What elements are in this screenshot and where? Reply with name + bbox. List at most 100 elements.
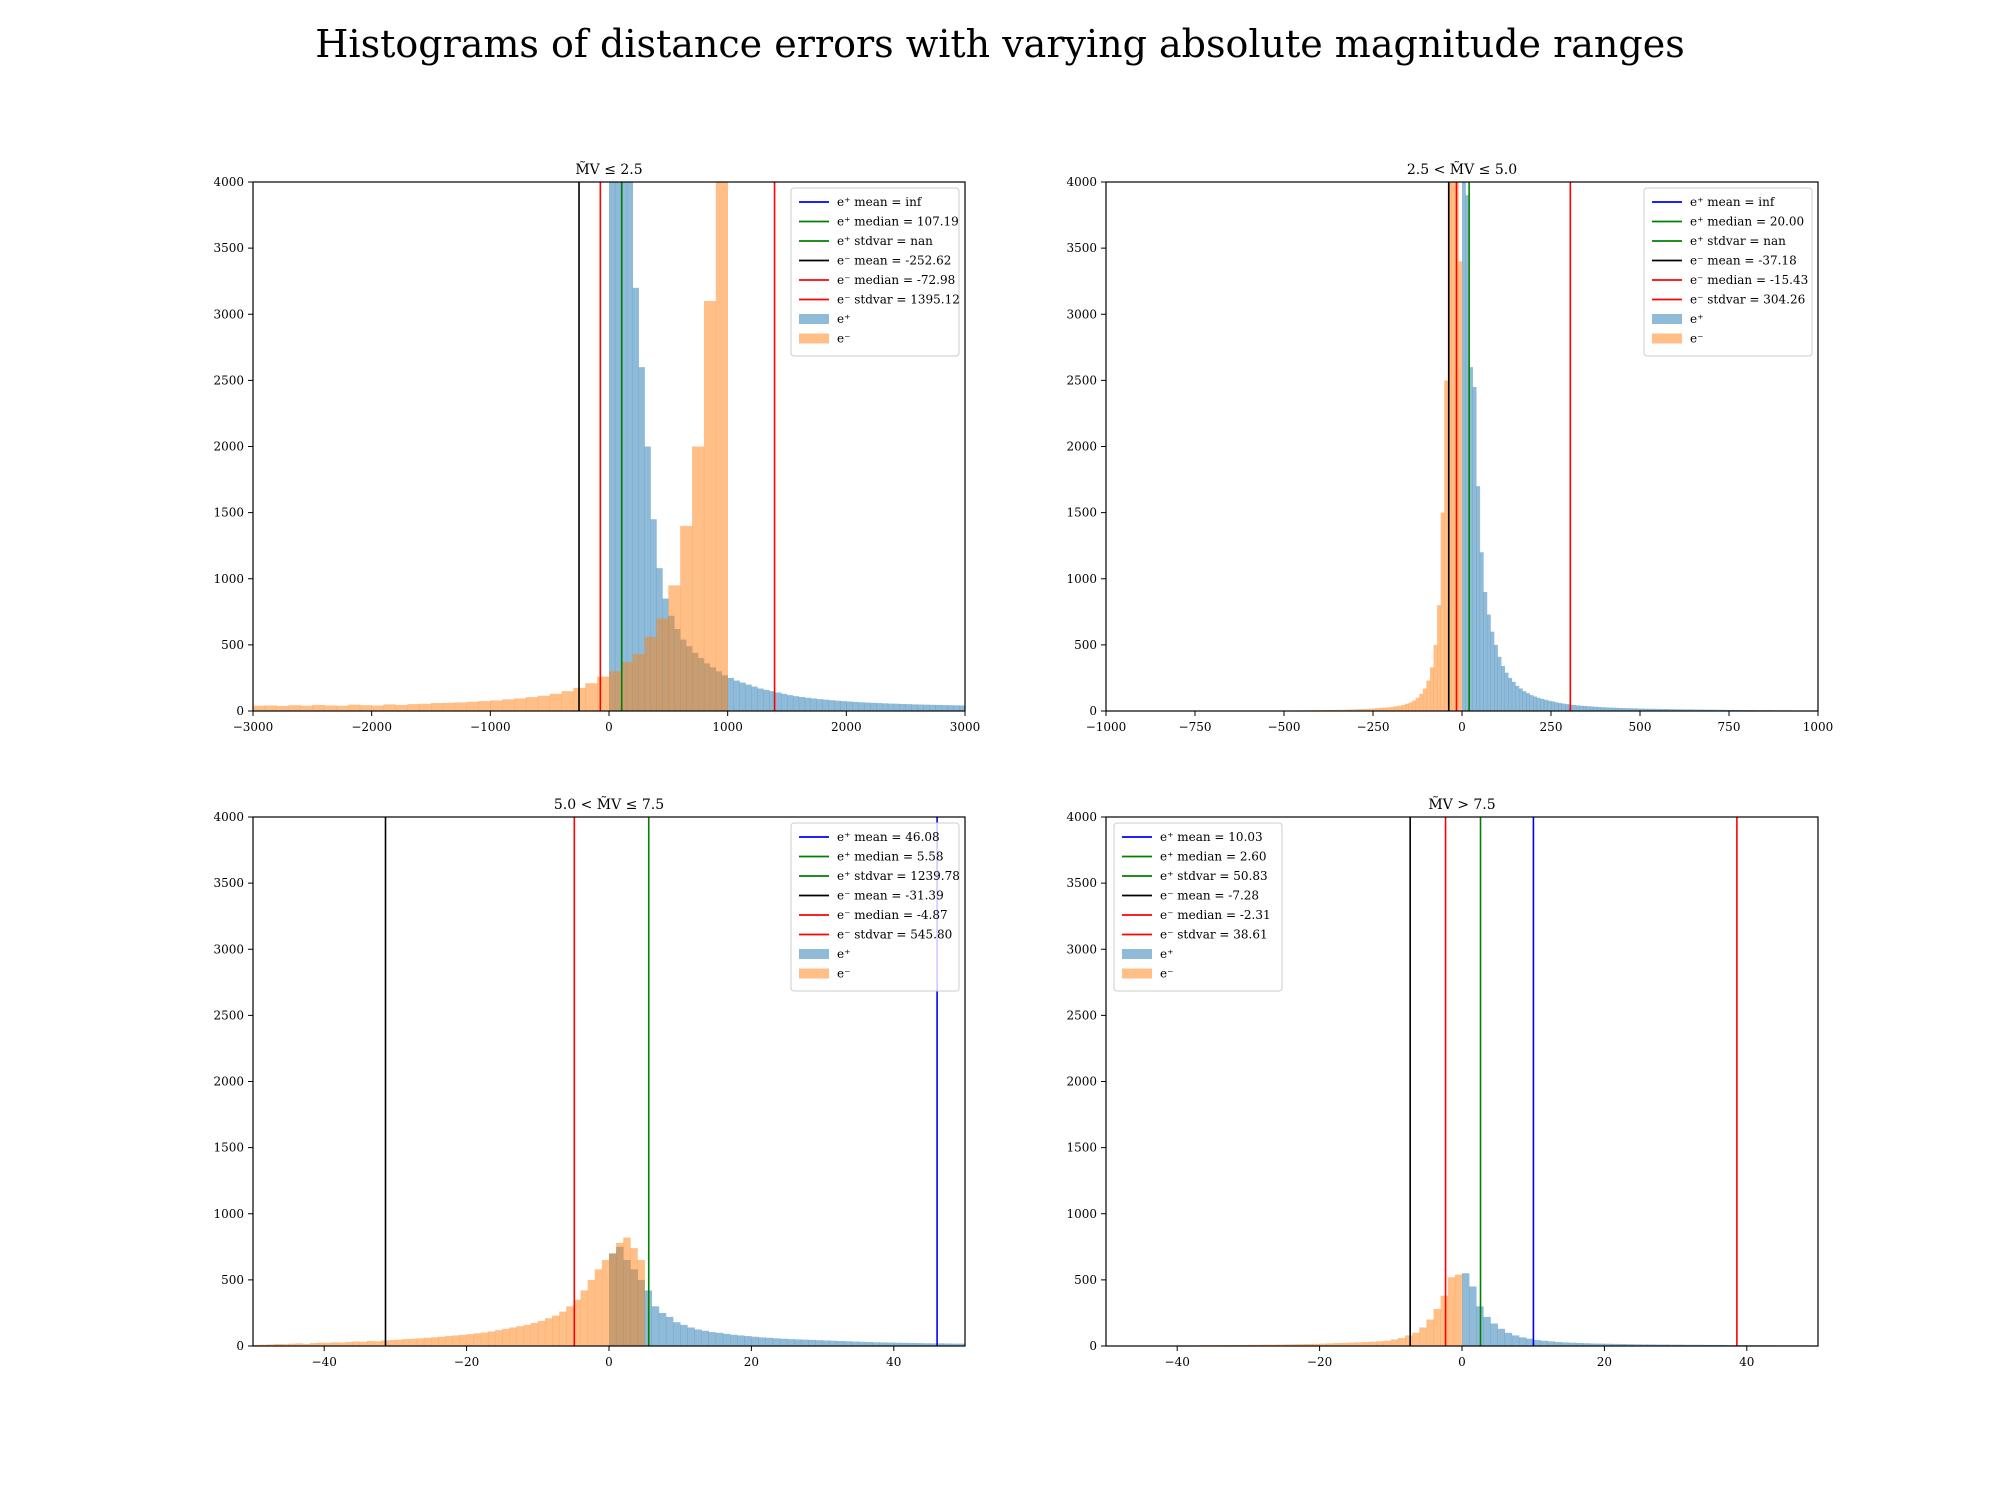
x-tick-label: 0 xyxy=(605,720,613,734)
histogram-bar-e-plus xyxy=(1632,1344,1641,1346)
histogram-bar-e-minus xyxy=(1380,707,1384,711)
histogram-bar-e-plus xyxy=(1696,709,1701,711)
legend-entry-label: e⁺ median = 5.58 xyxy=(837,850,944,864)
histogram-bar-e-plus xyxy=(923,704,930,711)
histogram-bar-e-minus xyxy=(1422,688,1427,711)
histogram-bar-e-plus xyxy=(1551,701,1555,711)
histogram-bar-e-plus xyxy=(1490,1323,1498,1346)
histogram-bar-e-plus xyxy=(1508,677,1513,711)
histogram-bar-e-plus xyxy=(722,1333,731,1346)
histogram-bar-e-minus xyxy=(1355,709,1360,711)
y-tick-label: 500 xyxy=(221,1273,244,1287)
y-tick-label: 2000 xyxy=(213,1075,244,1089)
histogram-bar-e-plus xyxy=(1533,1340,1541,1346)
histogram-bar-e-plus xyxy=(1643,708,1648,711)
histogram-bar-e-minus xyxy=(561,691,574,711)
y-tick-label: 3500 xyxy=(1066,241,1097,255)
y-tick-label: 1000 xyxy=(1066,572,1097,586)
histogram-bar-e-plus xyxy=(1586,706,1591,711)
histogram-bar-e-minus xyxy=(616,1242,624,1346)
histogram-bar-e-plus xyxy=(1565,704,1570,711)
y-tick-label: 500 xyxy=(1074,638,1097,652)
histogram-bar-e-plus xyxy=(1593,706,1598,711)
histogram-bar-e-plus xyxy=(893,1342,902,1346)
histogram-bar-e-plus xyxy=(858,1341,866,1346)
x-tick-label: 500 xyxy=(1629,720,1652,734)
histogram-bar-e-plus xyxy=(1501,666,1506,711)
histogram-bar-e-minus xyxy=(466,701,479,711)
histogram-bar-e-minus xyxy=(302,1343,311,1346)
y-tick-label: 3500 xyxy=(1066,876,1097,890)
histogram-bar-e-minus xyxy=(1284,1344,1292,1346)
histogram-bar-e-minus xyxy=(1348,1342,1356,1346)
legend-entry-label: e⁻ xyxy=(837,967,850,981)
histogram-bar-e-plus xyxy=(1607,707,1612,711)
y-tick-label: 0 xyxy=(236,704,244,718)
histogram-bar-e-plus xyxy=(730,1334,738,1346)
histogram-bar-e-plus xyxy=(727,677,734,711)
x-tick-label: 1000 xyxy=(1803,720,1834,734)
histogram-bar-e-minus xyxy=(620,662,634,711)
histogram-bar-e-minus xyxy=(502,699,515,711)
legend-box xyxy=(790,822,960,992)
histogram-bar-e-plus xyxy=(801,1339,809,1346)
legend-patch-swatch xyxy=(1652,333,1682,344)
histogram-bar-e-minus xyxy=(388,1340,396,1346)
histogram-bar-e-plus xyxy=(1611,707,1616,711)
histogram-bar-e-plus xyxy=(1675,1344,1684,1346)
histogram-bar-e-plus xyxy=(899,703,906,711)
histogram-bar-e-plus xyxy=(943,1343,952,1346)
histogram-bar-e-minus xyxy=(317,1342,325,1346)
y-tick-label: 3500 xyxy=(213,241,244,255)
histogram-bar-e-minus xyxy=(1412,700,1417,711)
x-tick-label: 20 xyxy=(744,1355,759,1369)
histogram-bar-e-minus xyxy=(459,1334,467,1346)
x-tick-label: 2000 xyxy=(831,720,862,734)
legend-patch-swatch xyxy=(1652,314,1682,324)
series-e-plus xyxy=(1462,1273,1818,1346)
histogram-bar-e-plus xyxy=(1547,700,1552,711)
histogram-bar-e-minus xyxy=(490,700,503,711)
histogram-bar-e-minus xyxy=(530,1322,539,1346)
histogram-bar-e-plus xyxy=(1668,709,1673,711)
histogram-bar-e-plus xyxy=(701,1330,709,1346)
histogram-bar-e-plus xyxy=(900,1342,909,1346)
histogram-bar-e-minus xyxy=(656,618,669,711)
histogram-bar-e-plus xyxy=(915,1343,923,1346)
histogram-bar-e-minus xyxy=(359,1341,368,1346)
histogram-bar-e-minus xyxy=(324,705,337,711)
y-tick-label: 500 xyxy=(221,638,244,652)
x-tick-label: 1000 xyxy=(712,720,743,734)
series-e-plus xyxy=(609,182,965,711)
histogram-bar-e-plus xyxy=(1511,681,1516,711)
histogram-bar-e-plus xyxy=(1536,697,1541,711)
legend-entry-label: e⁻ stdvar = 1395.12 xyxy=(837,293,960,307)
y-tick-label: 3000 xyxy=(1066,307,1097,321)
y-tick-label: 2000 xyxy=(1066,1075,1097,1089)
histogram-bar-e-plus xyxy=(1636,708,1641,711)
histogram-bar-e-plus xyxy=(1561,1342,1570,1346)
histogram-bar-e-plus xyxy=(1469,1286,1477,1346)
histogram-bar-e-plus xyxy=(1462,1273,1470,1346)
histogram-bar-e-plus xyxy=(1511,1335,1520,1346)
histogram-bar-e-plus xyxy=(1632,708,1637,711)
y-tick-label: 2000 xyxy=(1066,440,1097,454)
histogram-bar-e-plus xyxy=(1533,696,1538,711)
histogram-bar-e-plus xyxy=(1650,708,1655,711)
histogram-bar-e-plus xyxy=(1661,709,1666,711)
series-e-plus xyxy=(1462,182,1818,711)
histogram-bar-e-plus xyxy=(822,1340,831,1346)
histogram-bar-e-minus xyxy=(300,705,313,711)
histogram-bar-e-minus xyxy=(1429,667,1434,711)
histogram-bar-e-minus xyxy=(374,1341,382,1346)
histogram-bar-e-minus xyxy=(264,705,278,711)
histogram-bar-e-plus xyxy=(626,182,634,711)
histogram-bar-e-plus xyxy=(798,696,806,711)
histogram-bar-e-plus xyxy=(1704,709,1708,711)
legend-entry-label: e⁺ stdvar = 1239.78 xyxy=(837,869,960,883)
histogram-bar-e-minus xyxy=(1433,1308,1441,1346)
legend-entry-label: e⁺ mean = 10.03 xyxy=(1160,830,1263,844)
histogram-bar-e-minus xyxy=(407,704,420,711)
legend: e⁺ mean = 10.03 e⁺ median = 2.60 e⁺ stdvar… xyxy=(1113,822,1283,992)
